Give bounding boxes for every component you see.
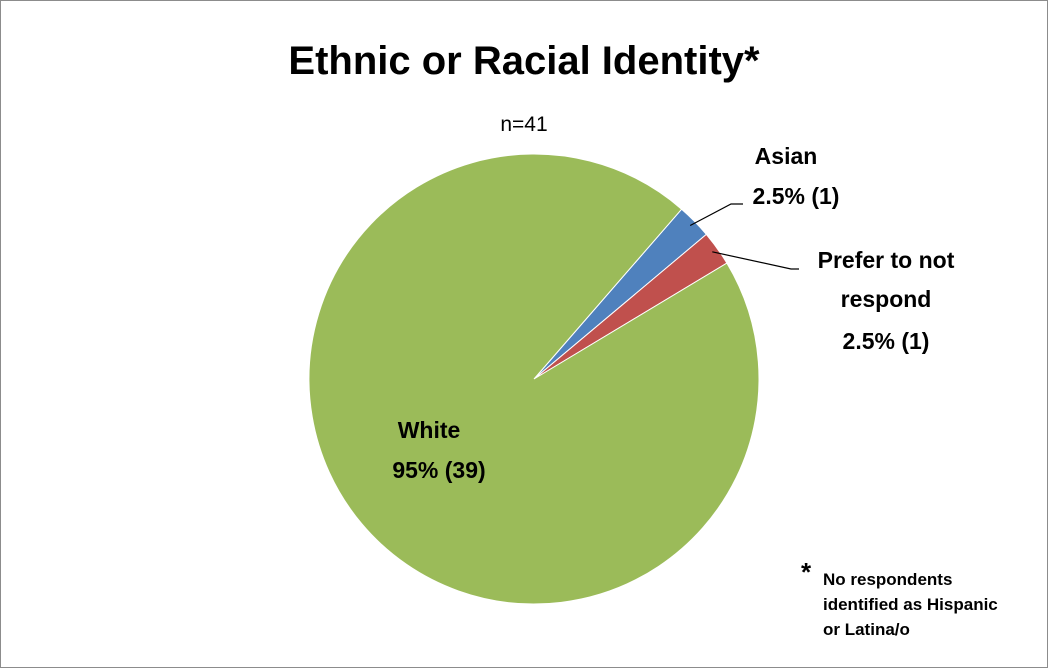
footnote: No respondents identified as Hispanic or… [823,567,1023,642]
label-prefer-value: 2.5% (1) [843,328,930,354]
chart-subtitle: n=41 [500,113,548,136]
leader-asian [689,203,743,227]
label-prefer-line1: Prefer to not [818,247,955,273]
label-white-name: White [398,417,461,443]
label-white-value: 95% (39) [392,457,485,483]
pie-slice-white [308,153,760,605]
chart-title: Ethnic or Racial Identity* [288,39,760,83]
footnote-line-3: or Latina/o [823,620,910,639]
leader-prefer-to-not-respond [712,251,799,270]
footnote-line-1: No respondents [823,570,953,589]
label-asian-value: 2.5% (1) [753,183,840,209]
label-asian-name: Asian [755,143,818,169]
footnote-symbol: * [801,557,812,587]
label-prefer-line2: respond [841,286,932,312]
footnote-line-2: identified as Hispanic [823,595,998,614]
